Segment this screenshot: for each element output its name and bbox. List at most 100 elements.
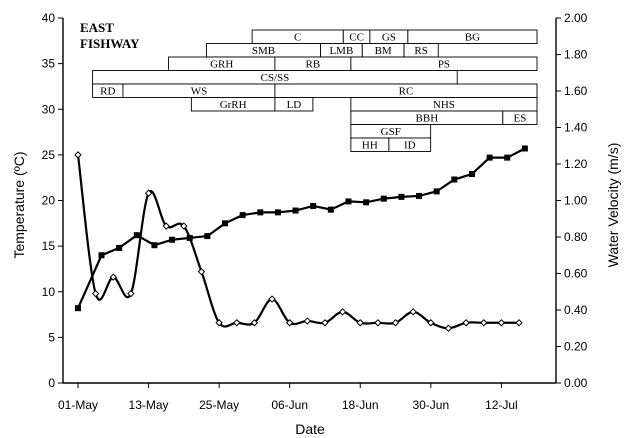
species-bar-label: GRH	[210, 59, 233, 71]
chart-title-line-2: FISHWAY	[80, 36, 140, 51]
series-temperature-point	[222, 220, 228, 227]
species-bar-label: GSF	[381, 126, 401, 138]
series-temperature-point	[169, 236, 176, 243]
series-velocity-point	[268, 295, 276, 303]
species-bar-label: GS	[382, 32, 396, 44]
species-bar-label: GrRH	[220, 99, 247, 111]
y-tick-label-right: 0.00	[564, 376, 588, 390]
y-tick-label-left: 15	[42, 239, 56, 253]
species-bar-label: CS/SS	[261, 72, 290, 84]
series-velocity-point	[515, 319, 523, 327]
x-tick-label: 25-May	[199, 398, 239, 412]
series-temperature-point	[433, 188, 440, 195]
y-tick-label-right: 0.40	[564, 303, 588, 317]
y-axis-title-left: Temperature (ºC)	[11, 151, 27, 258]
series-velocity-point	[444, 324, 453, 332]
x-tick-label: 01-May	[58, 398, 98, 412]
series-velocity-point	[356, 319, 364, 327]
y-tick-label-left: 40	[42, 11, 56, 25]
species-bar-label: RC	[399, 86, 414, 98]
series-temperature-point	[133, 232, 140, 239]
species-bar-label: BBH	[416, 113, 439, 125]
series-temperature-point	[75, 305, 81, 312]
series-temperature-point	[416, 192, 423, 199]
series-velocity-point	[480, 319, 488, 327]
series-temperature-point	[116, 244, 123, 251]
species-bar-label: RB	[306, 59, 321, 71]
series-velocity-point	[497, 319, 506, 327]
series-temperature-point	[257, 209, 264, 216]
y-tick-label-left: 25	[42, 148, 56, 162]
species-bar-es	[502, 110, 538, 125]
y-tick-label-right: 1.20	[564, 157, 588, 171]
species-bar-label: PS	[438, 59, 450, 71]
species-bar-label: RD	[100, 86, 115, 98]
series-velocity-point	[303, 317, 312, 325]
series-temperature-point	[468, 171, 475, 178]
species-bar-label: BM	[375, 45, 392, 57]
y-tick-label-left: 10	[42, 285, 56, 299]
y-tick-label-right: 2.00	[564, 11, 588, 25]
series-velocity-point	[250, 319, 259, 327]
y-axis-title-right: Water Velocity (m/s)	[605, 143, 621, 268]
series-velocity-point	[338, 308, 347, 316]
series-temperature-point	[292, 207, 299, 214]
species-bar-label: WS	[191, 86, 208, 98]
series-velocity-point	[109, 273, 117, 281]
series-temperature-point	[310, 202, 317, 209]
x-tick-label: 30-Jun	[412, 398, 449, 412]
species-bar-bg	[407, 29, 538, 44]
species-bar-label: BG	[465, 32, 480, 44]
series-temperature-point	[486, 154, 493, 161]
y-tick-label-left: 5	[48, 330, 55, 344]
series-temperature-point	[398, 193, 405, 200]
species-bar-label: NHS	[433, 99, 455, 111]
y-tick-label-right: 0.80	[564, 230, 588, 244]
series-temperature-point	[98, 252, 105, 259]
x-tick-label: 06-Jun	[271, 398, 308, 412]
species-bar-label: ID	[404, 140, 416, 152]
series-velocity-point	[285, 319, 294, 327]
species-bar-label: LMB	[329, 45, 353, 57]
species-bar-label: SMB	[252, 45, 275, 57]
species-bar-label: ES	[513, 113, 526, 125]
y-tick-label-right: 1.00	[564, 194, 588, 208]
series-temperature-point	[345, 198, 352, 205]
series-velocity-point	[462, 319, 470, 327]
series-velocity-point	[162, 222, 170, 230]
y-tick-label-left: 30	[42, 102, 56, 116]
species-bar-label: RS	[414, 45, 427, 57]
series-velocity-point	[233, 319, 241, 327]
y-tick-label-right: 1.80	[564, 48, 588, 62]
series-velocity-point	[127, 289, 135, 298]
chart-title-line-1: EAST	[80, 20, 114, 35]
series-velocity-point	[321, 319, 329, 327]
species-bar-label: LD	[287, 99, 302, 111]
y-tick-label-right: 1.60	[564, 84, 588, 98]
x-tick-label: 13-May	[129, 398, 169, 412]
series-lines	[74, 145, 528, 332]
series-velocity-point	[197, 267, 206, 276]
series-velocity-point	[74, 151, 82, 159]
y-tick-label-left: 0	[48, 376, 55, 390]
species-bar-id	[388, 137, 432, 152]
series-temperature-line	[76, 147, 526, 309]
species-bar-label: CC	[349, 32, 364, 44]
y-tick-label-left: 20	[42, 194, 56, 208]
species-bar-ld	[274, 97, 314, 112]
series-velocity-point	[180, 222, 188, 230]
series-temperature-point	[327, 206, 334, 213]
series-temperature-point	[204, 233, 211, 240]
series-temperature-point	[451, 176, 458, 183]
y-tick-label-right: 0.20	[564, 340, 588, 354]
series-velocity-point	[409, 308, 417, 316]
species-bar-label: C	[294, 32, 301, 44]
y-tick-label-right: 1.40	[564, 121, 588, 135]
x-tick-label: 12-Jul	[485, 398, 518, 412]
series-temperature-point	[239, 212, 246, 219]
series-velocity-point	[144, 189, 153, 197]
series-temperature-point	[274, 209, 281, 216]
y-tick-label-right: 0.60	[564, 267, 588, 281]
